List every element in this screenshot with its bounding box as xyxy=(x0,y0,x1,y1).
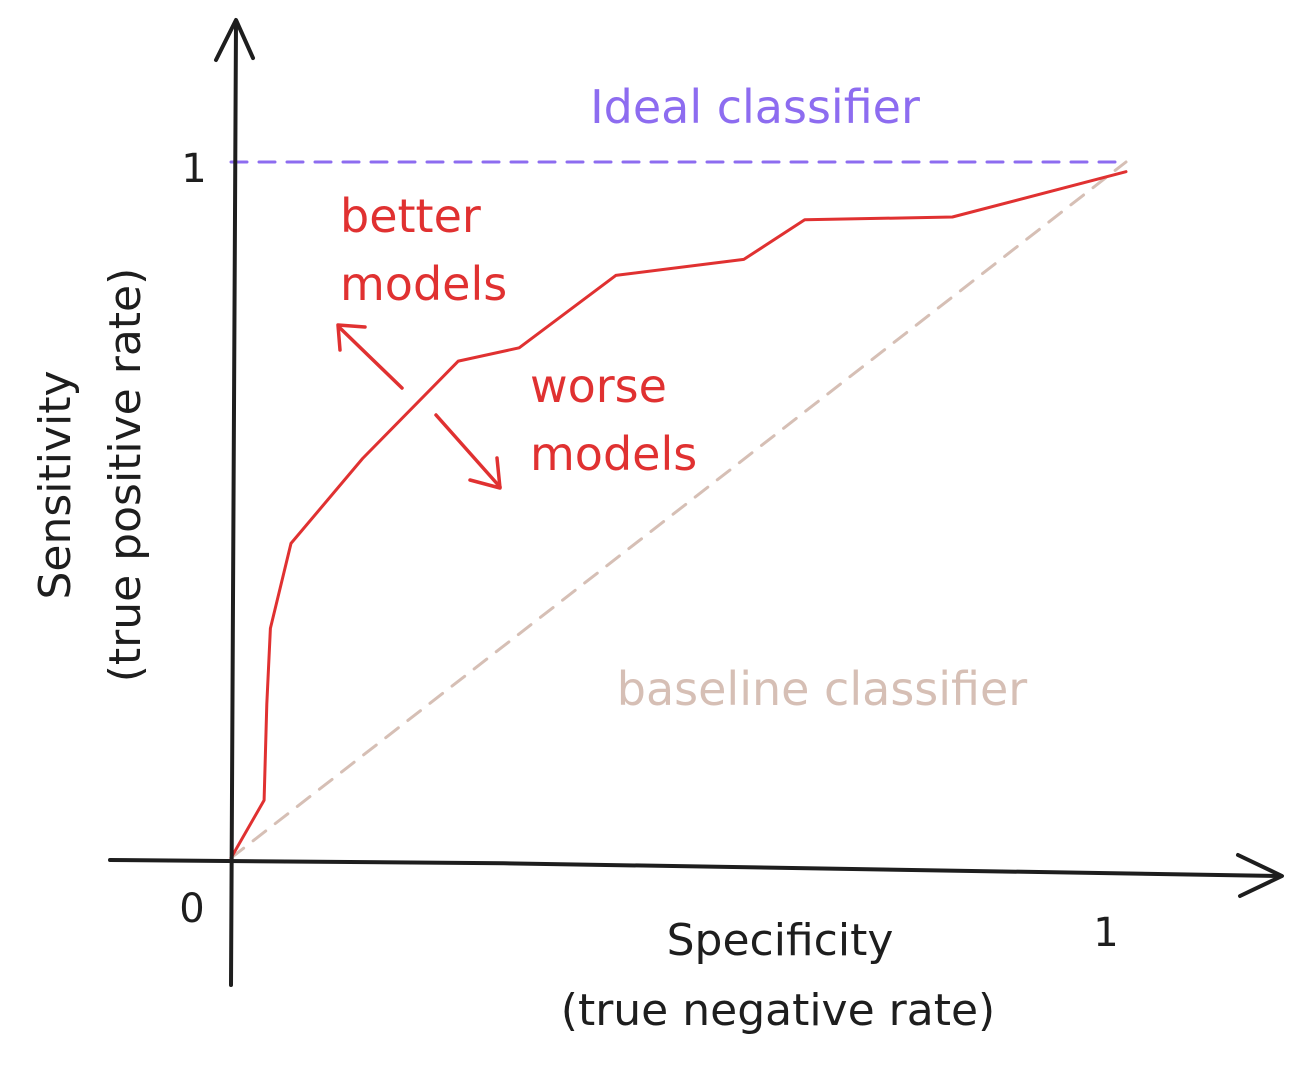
worse-models-label-line2: models xyxy=(530,427,697,481)
x-axis-arrowhead-icon xyxy=(1236,853,1284,898)
baseline-classifier-line xyxy=(229,160,1128,860)
axes xyxy=(108,18,1284,987)
x-tick-label-origin: 0 xyxy=(179,886,204,932)
x-tick-label-one: 1 xyxy=(1093,910,1118,956)
better-models-label-line1: better xyxy=(340,189,481,243)
y-axis-arrowhead-icon xyxy=(214,18,255,62)
y-tick-label: 1 xyxy=(181,146,206,192)
x-axis xyxy=(108,858,1282,878)
x-axis-label-line2: (true negative rate) xyxy=(561,985,995,1036)
baseline-classifier-label: baseline classifier xyxy=(617,662,1028,716)
x-axis-label-line1: Specificity xyxy=(667,915,894,966)
ideal-classifier-label: Ideal classifier xyxy=(590,80,920,134)
worse-models-label-line1: worse xyxy=(530,359,667,413)
roc-curve-line xyxy=(229,170,1128,860)
better-models-arrow-icon xyxy=(336,323,404,390)
y-axis-label-line1: Sensitivity xyxy=(30,370,81,599)
worse-models-arrow-icon xyxy=(434,413,502,490)
y-axis-label-line2: (true positive rate) xyxy=(100,268,151,683)
better-models-label-line2: models xyxy=(340,257,507,311)
y-axis xyxy=(229,20,238,987)
